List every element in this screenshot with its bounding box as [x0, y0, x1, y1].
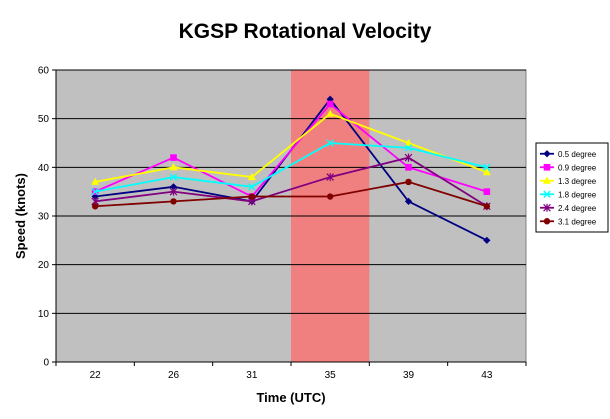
- legend-swatch-marker: [543, 218, 551, 225]
- data-point: [326, 139, 334, 147]
- legend-item: 0.9 degree: [540, 163, 597, 172]
- data-point: [169, 183, 178, 191]
- series-line: [95, 156, 488, 208]
- legend-box: [535, 142, 609, 233]
- y-tick-label-40: 40: [38, 163, 50, 174]
- x-tick-label-35: 35: [325, 370, 337, 381]
- data-point: [405, 164, 412, 171]
- x-axis-title: Time (UTC): [256, 390, 325, 405]
- y-axis-title: Speed (knots): [13, 173, 28, 259]
- legend-swatch-marker: [543, 203, 551, 212]
- data-point: [404, 153, 413, 162]
- legend-item: 1.3 degree: [540, 176, 597, 186]
- x-tick-label-43: 43: [481, 370, 493, 381]
- y-axis-ticks: 0 10 20 30 40 50 60: [38, 66, 56, 369]
- x-tick-label-26: 26: [168, 370, 180, 381]
- chart-title: KGSP Rotational Velocity: [179, 20, 432, 43]
- series-group: [91, 95, 491, 244]
- y-tick-label-0: 0: [43, 358, 49, 369]
- data-point: [169, 173, 178, 181]
- legend-item: 1.8 degree: [540, 190, 597, 199]
- legend-swatch-marker: [543, 176, 551, 184]
- data-point: [326, 193, 334, 200]
- legend-item: 2.4 degree: [540, 203, 597, 213]
- data-point: [169, 163, 178, 171]
- x-tick-label-22: 22: [90, 370, 102, 381]
- data-point: [483, 188, 491, 195]
- legend-label: 2.4 degree: [558, 204, 597, 213]
- data-point: [404, 144, 413, 152]
- legend-label: 1.3 degree: [558, 177, 597, 186]
- series-3: [91, 139, 491, 196]
- data-point: [91, 187, 99, 196]
- data-point: [248, 183, 256, 191]
- data-point: [170, 198, 177, 205]
- data-point: [247, 172, 256, 181]
- data-point: [482, 168, 491, 176]
- y-tick-label-20: 20: [38, 260, 50, 271]
- data-point: [483, 203, 491, 210]
- y-tick-label-60: 60: [38, 66, 50, 77]
- y-tick-label-50: 50: [38, 114, 50, 125]
- legend-item: 3.1 degree: [540, 217, 597, 226]
- legend-item: 0.5 degree: [540, 150, 597, 159]
- data-point: [483, 163, 491, 172]
- data-point: [91, 203, 99, 210]
- series-line: [95, 181, 488, 208]
- legend-label: 0.9 degree: [558, 163, 597, 172]
- legend: 0.5 degree 0.9 degree 1.3 degree 1.8 degree…: [535, 142, 609, 233]
- legend-swatch-marker: [543, 163, 551, 171]
- legend-label: 0.5 degree: [558, 150, 597, 159]
- legend-swatch-marker: [543, 190, 551, 198]
- data-point: [326, 173, 334, 182]
- gridlines: [56, 69, 526, 314]
- data-point: [170, 154, 177, 161]
- data-point: [169, 187, 178, 196]
- x-tick-label-39: 39: [403, 370, 415, 381]
- data-point: [248, 193, 256, 200]
- data-point: [91, 177, 100, 185]
- data-point: [405, 178, 412, 186]
- series-line: [94, 102, 488, 198]
- series-4: [91, 153, 491, 211]
- data-point: [483, 236, 491, 244]
- data-point: [404, 138, 413, 146]
- data-point: [326, 100, 334, 108]
- legend-swatch-marker: [543, 150, 551, 158]
- x-tick-label-31: 31: [246, 370, 258, 381]
- legend-label: 1.8 degree: [558, 190, 597, 199]
- series-2: [91, 109, 491, 185]
- legend-label: 3.1 degree: [558, 217, 597, 226]
- y-tick-label-30: 30: [38, 212, 50, 223]
- series-line: [95, 112, 488, 183]
- data-point: [326, 109, 335, 117]
- y-tick-label-10: 10: [38, 309, 50, 320]
- series-5: [91, 178, 491, 210]
- x-axis-ticks: 22 26 31 35 39 43: [55, 362, 527, 381]
- series-line: [95, 142, 488, 193]
- data-point: [404, 197, 413, 205]
